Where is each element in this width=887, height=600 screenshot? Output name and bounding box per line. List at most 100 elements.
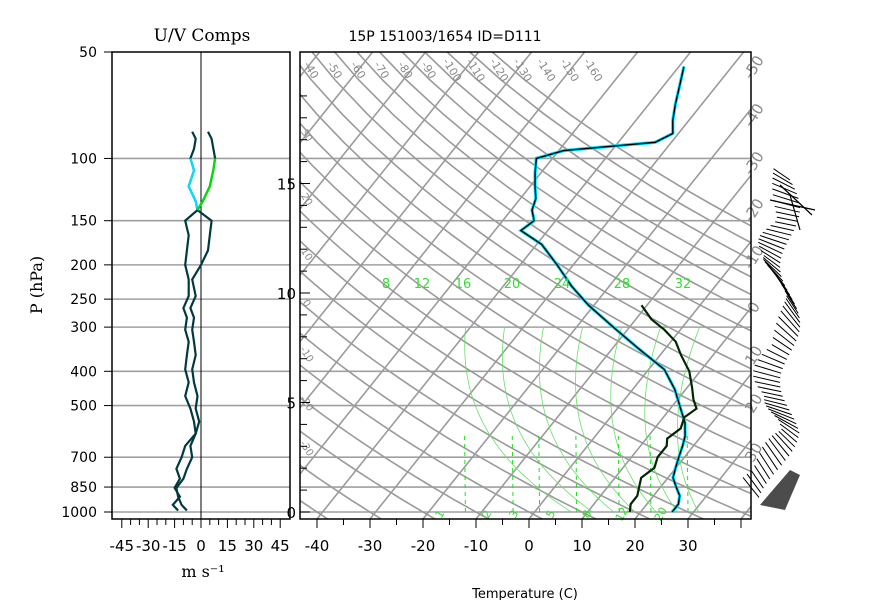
skewt-isotherm [300, 52, 639, 476]
skewt-isotherm [300, 52, 374, 145]
skewt-moist-adiabat [501, 327, 593, 513]
skewt-isotherm-label: -140 [534, 56, 558, 84]
skewt-dry-adiabat [300, 93, 751, 410]
skewt-mixing-ratio-line [575, 433, 578, 513]
uv-ytick-label: 500 [70, 399, 97, 415]
uv-xtick-label: -30 [136, 537, 161, 555]
skewt-mixing-ratio-label: 20 [652, 505, 670, 524]
skewt-profile-1 [628, 304, 698, 513]
skewt-isotherm [634, 372, 751, 519]
skewt-profiles [518, 66, 698, 513]
skewt-isotherm [0, 52, 161, 519]
skewt-dry-adiabat [300, 300, 652, 519]
skewt-isotherm [300, 52, 321, 78]
skewt-adiabat-label: -30 [740, 148, 768, 178]
skewt-dry-adiabat [300, 151, 751, 451]
skewt-mixing-ratio-line [538, 433, 541, 513]
skewt-left-label: 0 [300, 298, 313, 309]
uv-panel-title: U/V Comps [154, 26, 251, 46]
uv-xtick-label: 45 [271, 537, 290, 555]
skewt-dry-adiabat [300, 122, 751, 430]
skewt-mixing-ratio-label: 12 [613, 505, 631, 524]
skewt-moist-label: 8 [382, 277, 390, 292]
skewt-moist-label: 32 [675, 277, 692, 292]
skewt-adiabat-label: 20 [741, 390, 766, 416]
skewt-isotherm [0, 52, 108, 519]
skewt-dry-adiabats [300, 52, 751, 519]
skewt-isotherm [300, 52, 427, 211]
skewt-dry-adiabat [300, 464, 383, 519]
skewt-dry-adiabat [300, 364, 544, 519]
skewt-moist-adiabat [677, 326, 700, 513]
skewt-isotherm [300, 52, 480, 277]
uv-x-axis-label: m s⁻¹ [181, 562, 224, 581]
skewt-dry-adiabat [401, 52, 751, 296]
skewt-mixing-ratio-line [686, 433, 689, 513]
uv-ytick-label: 100 [70, 151, 97, 167]
uv-xtick-label: 30 [244, 537, 263, 555]
skewt-xtick-label: -30 [358, 537, 383, 555]
skewt-isotherm [300, 52, 586, 410]
skewt-height-ticks: 0 5 10 15 [277, 95, 310, 522]
uv-ytick-label: 200 [70, 258, 97, 274]
skewt-mixing-ratio-line [511, 433, 514, 513]
skewt-isotherm-label: -160 [581, 56, 605, 84]
skewt-title: 15P 151003/1654 ID=D111 [348, 29, 541, 45]
wind-barb-staffs [742, 168, 801, 498]
skewt-xtick-label: 30 [678, 537, 697, 555]
skewt-dry-adiabat [356, 52, 751, 332]
skewt-isotherm [687, 438, 751, 519]
skewt-dry-adiabat [300, 64, 751, 390]
skewt-temperature-ticks: -40 -30 -20 -10 0 10 20 30 [305, 519, 742, 555]
skewt-xtick-label: -10 [464, 537, 489, 555]
skewt-height-label: 15 [277, 176, 296, 194]
uv-xtick-label: 0 [196, 537, 206, 555]
skewt-moist-adiabat [644, 326, 678, 513]
uv-xtick-label: 15 [218, 537, 237, 555]
skewt-dry-adiabat [423, 52, 751, 278]
skewt-isotherm [581, 306, 751, 519]
uv-ytick-label: 300 [70, 320, 97, 336]
skewt-height-label: 0 [286, 504, 296, 522]
uv-ytick-label: 1000 [61, 505, 97, 521]
skewt-plot-frame [299, 51, 752, 520]
skewt-dry-adiabat [300, 180, 751, 473]
uv-series-highlight-0 [187, 158, 199, 211]
skewt-moist-adiabat [464, 327, 572, 513]
skewt-moist-lines [464, 326, 700, 513]
skewt-xtick-label: -40 [305, 537, 330, 555]
skewt-adiabat-label: -50 [740, 52, 768, 82]
skewt-height-label: 10 [277, 285, 296, 303]
skewt-dry-adiabat [311, 52, 751, 370]
uv-ytick-label: 250 [70, 292, 97, 308]
skewt-profile-0 [519, 66, 686, 513]
skewt-moist-adiabat [539, 327, 615, 513]
uv-xtick-label: -45 [110, 537, 135, 555]
skewt-isotherm [300, 52, 533, 343]
skewt-dry-adiabat [300, 239, 751, 518]
skewt-dry-adiabat [300, 209, 751, 495]
skewt-dry-adiabat [300, 270, 705, 519]
skewt-moist-label: 16 [455, 277, 472, 292]
uv-ytick-label: 150 [70, 214, 97, 230]
uv-y-axis-label: P (hPa) [27, 256, 46, 314]
uv-pressure-tick-labels: 50 100 150 200 250 300 400 500 700 850 1000 [61, 45, 112, 521]
skewt-moist-label: 20 [504, 277, 521, 292]
skewt-dry-adiabat [300, 430, 437, 519]
skewt-isotherm [369, 52, 745, 519]
skewt-xtick-label: 20 [625, 537, 644, 555]
skewt-adiabat-label: 30 [741, 439, 766, 465]
skewt-moist-label: 12 [414, 277, 431, 292]
skewt-moist-label: 24 [554, 277, 571, 292]
skewt-moist-adiabat [575, 327, 636, 513]
uv-ytick-label: 700 [70, 450, 97, 466]
skewt-dry-adiabat [333, 52, 751, 351]
skewt-adiabat-label: -40 [740, 100, 768, 130]
skewt-x-axis-label: Temperature (C) [471, 587, 578, 600]
uv-ytick-label: 400 [70, 364, 97, 380]
skewt-dry-adiabat [378, 52, 751, 314]
uv-xtick-label: -15 [162, 537, 187, 555]
skewt-isotherm [422, 107, 751, 519]
skewt-dry-adiabat [300, 396, 490, 519]
